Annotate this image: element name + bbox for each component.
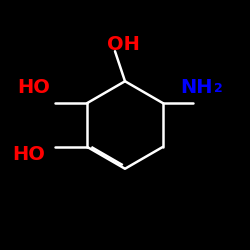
Text: HO: HO — [17, 78, 50, 97]
Text: NH: NH — [180, 78, 212, 97]
Text: HO: HO — [12, 146, 45, 165]
Text: 2: 2 — [214, 82, 222, 96]
Text: OH: OH — [108, 36, 140, 54]
